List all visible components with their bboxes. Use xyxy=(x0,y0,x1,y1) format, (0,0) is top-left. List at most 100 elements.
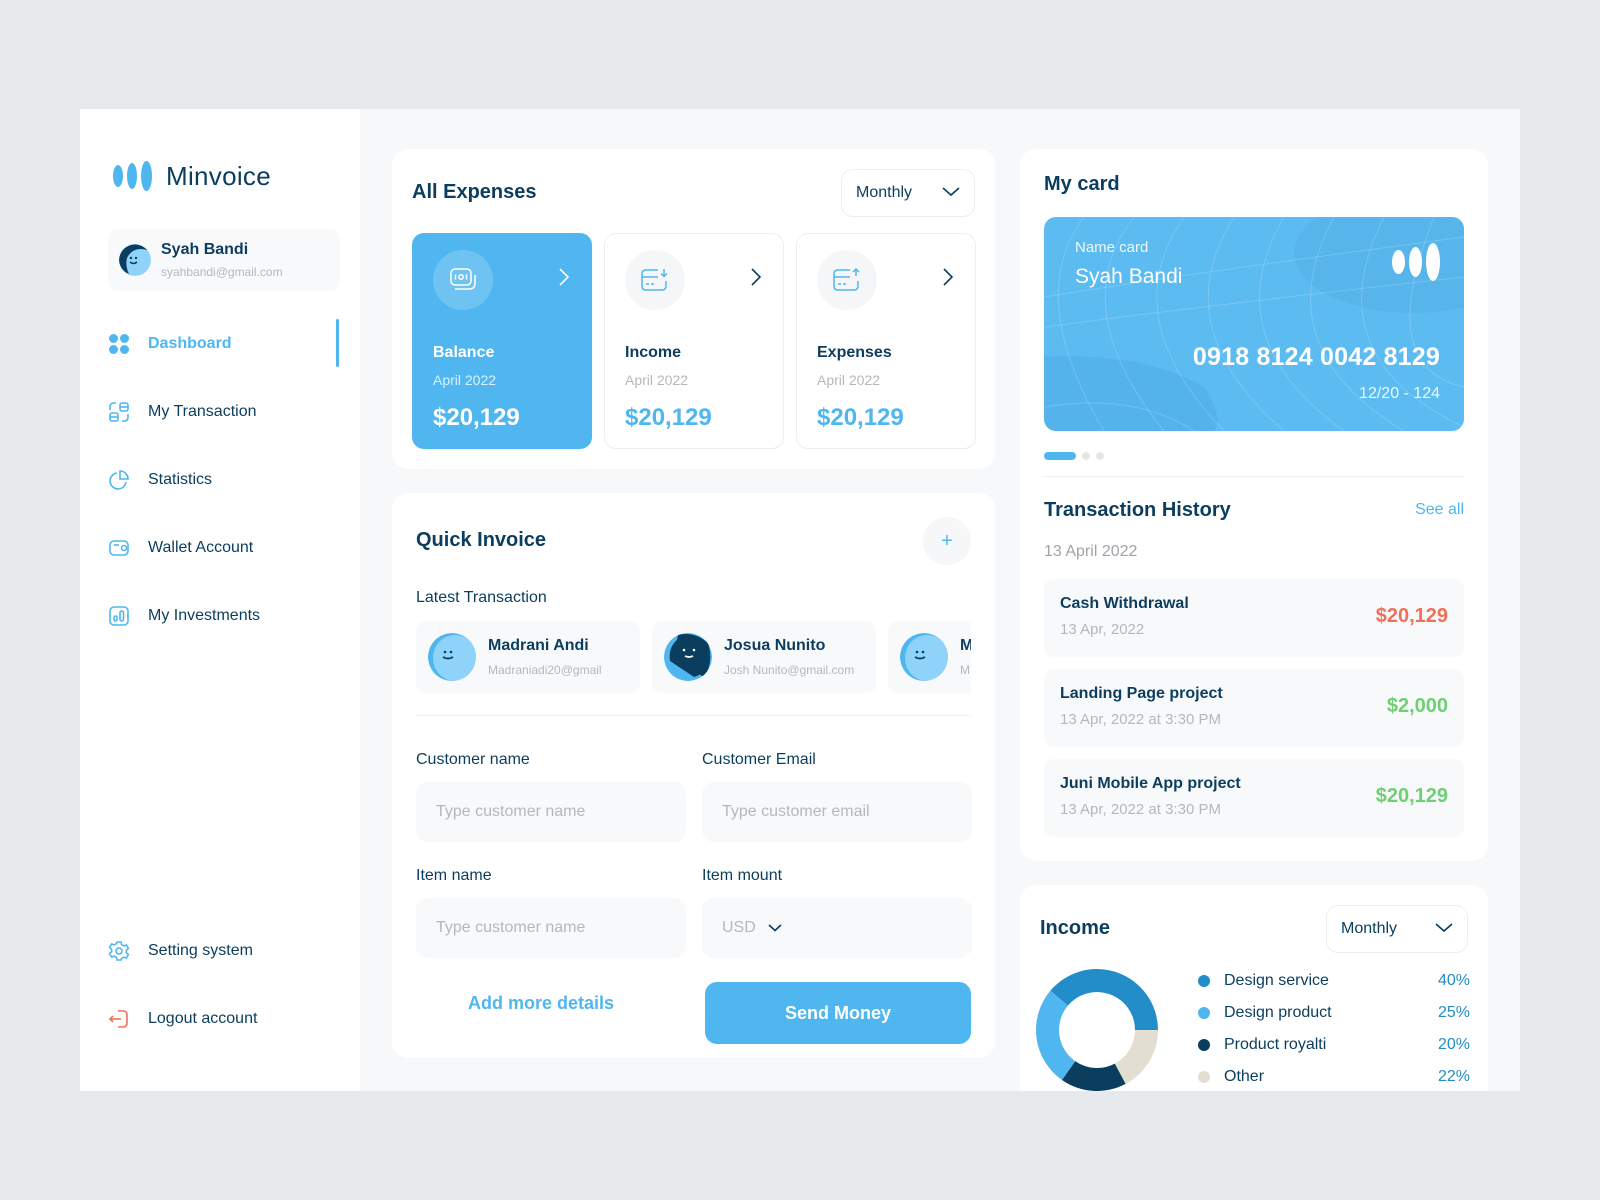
app-name: Minvoice xyxy=(166,161,271,191)
stat-value: $20,129 xyxy=(625,404,712,431)
stat-label: Income xyxy=(625,344,682,361)
see-all-link[interactable]: See all xyxy=(1415,501,1464,518)
transaction-row[interactable]: Cash Withdrawal 13 Apr, 2022 $20,129 xyxy=(1044,579,1464,657)
sidebar-item-label: Setting system xyxy=(148,942,253,959)
select-value: Monthly xyxy=(856,184,913,201)
avatar xyxy=(119,244,151,276)
expense-card-icon xyxy=(817,250,877,310)
stat-date: April 2022 xyxy=(625,372,689,388)
money-icon xyxy=(433,250,493,310)
income-panel: Income Monthly Design service xyxy=(1020,885,1488,1091)
sidebar-item-dashboard[interactable]: Dashboard xyxy=(108,329,232,359)
carousel-dot[interactable] xyxy=(1096,452,1104,460)
plus-icon: + xyxy=(941,529,953,552)
gear-icon xyxy=(108,940,130,962)
credit-card[interactable]: Name card Syah Bandi 0918 8124 0042 8129… xyxy=(1044,217,1464,431)
add-more-details-button[interactable]: Add more details xyxy=(468,993,615,1013)
expenses-period-select[interactable]: Monthly xyxy=(841,169,975,217)
chevron-right-icon[interactable] xyxy=(559,268,570,291)
transaction-row[interactable]: Landing Page project 13 Apr, 2022 at 3:3… xyxy=(1044,669,1464,747)
legend-percent: 40% xyxy=(1437,972,1470,989)
chevron-right-icon[interactable] xyxy=(943,268,954,291)
stat-label: Expenses xyxy=(817,344,892,361)
chevron-right-icon[interactable] xyxy=(751,268,762,291)
expenses-card[interactable]: Expenses April 2022 $20,129 xyxy=(796,233,976,449)
contact-card[interactable]: Josua Nunito Josh Nunito@gmail.com xyxy=(652,621,876,693)
send-money-button[interactable]: Send Money xyxy=(705,982,971,1044)
sidebar-item-label: Dashboard xyxy=(148,335,232,352)
legend-percent: 25% xyxy=(1437,1004,1470,1021)
transaction-row[interactable]: Juni Mobile App project 13 Apr, 2022 at … xyxy=(1044,759,1464,837)
sidebar: Minvoice Syah Bandi syahbandi@gmail.com … xyxy=(80,109,360,1091)
transaction-amount: $20,129 xyxy=(1375,785,1448,807)
legend-dot-icon xyxy=(1198,1039,1210,1051)
sidebar-item-setting-system[interactable]: Setting system xyxy=(108,936,253,966)
sidebar-item-statistics[interactable]: Statistics xyxy=(108,465,212,495)
logout-icon xyxy=(108,1008,130,1030)
my-card-panel: My card Name card xyxy=(1020,149,1488,861)
transaction-name: Cash Withdrawal xyxy=(1060,595,1189,612)
active-indicator xyxy=(336,319,339,367)
card-number: 0918 8124 0042 8129 xyxy=(1192,343,1440,371)
contact-email: M xyxy=(960,663,970,677)
legend-percent: 20% xyxy=(1437,1036,1470,1053)
transaction-name: Landing Page project xyxy=(1060,685,1223,702)
chevron-down-icon xyxy=(942,184,960,202)
item-name-input[interactable] xyxy=(416,898,686,958)
panel-title: All Expenses xyxy=(412,181,537,203)
user-profile-card[interactable]: Syah Bandi syahbandi@gmail.com xyxy=(108,229,340,291)
app-window: Minvoice Syah Bandi syahbandi@gmail.com … xyxy=(80,109,1520,1091)
transaction-date: 13 Apr, 2022 at 3:30 PM xyxy=(1060,711,1221,728)
sidebar-item-label: My Transaction xyxy=(148,403,257,420)
legend-item: Other 22% xyxy=(1198,1065,1470,1089)
quick-invoice-panel: Quick Invoice + Latest Transaction Madra… xyxy=(392,493,995,1058)
latest-transaction-label: Latest Transaction xyxy=(416,589,547,606)
legend-label: Design product xyxy=(1224,1004,1332,1021)
currency-select[interactable]: USD xyxy=(702,898,972,958)
add-invoice-button[interactable]: + xyxy=(923,517,971,565)
sidebar-item-label: Statistics xyxy=(148,471,213,488)
contact-name: Madrani Andi xyxy=(488,637,589,654)
customer-email-input[interactable] xyxy=(702,782,972,842)
legend-label: Product royalti xyxy=(1224,1036,1327,1053)
contact-card[interactable]: M M xyxy=(888,621,971,693)
chevron-down-icon xyxy=(1435,920,1453,938)
user-email: syahbandi@gmail.com xyxy=(161,265,283,279)
sidebar-item-my-investments[interactable]: My Investments xyxy=(108,601,260,631)
legend-percent: 22% xyxy=(1437,1068,1470,1085)
pie-chart-icon xyxy=(108,469,130,491)
transaction-date: 13 Apr, 2022 at 3:30 PM xyxy=(1060,801,1221,818)
select-value: Monthly xyxy=(1341,920,1398,937)
currency-value: USD xyxy=(722,919,756,936)
carousel-dot[interactable] xyxy=(1082,452,1090,460)
customer-name-input[interactable] xyxy=(416,782,686,842)
card-expiry-cvv: 12/20 - 124 xyxy=(1359,385,1440,402)
income-card-icon xyxy=(625,250,685,310)
panel-title: Income xyxy=(1040,917,1111,939)
item-amount-label: Item mount xyxy=(702,867,783,884)
card-logo-icon xyxy=(1392,243,1440,281)
income-period-select[interactable]: Monthly xyxy=(1326,905,1468,953)
sidebar-item-logout[interactable]: Logout account xyxy=(108,1004,257,1034)
divider xyxy=(1044,476,1464,477)
wallet-icon xyxy=(108,537,130,559)
item-name-label: Item name xyxy=(416,867,492,884)
transaction-amount: $20,129 xyxy=(1375,605,1448,627)
chevron-down-icon xyxy=(768,919,782,937)
contact-name: M xyxy=(960,637,971,654)
investment-chart-icon xyxy=(108,605,130,627)
legend-item: Design product 25% xyxy=(1198,1001,1470,1025)
carousel-dot[interactable] xyxy=(1044,452,1076,460)
contact-card[interactable]: Madrani Andi Madraniadi20@gmail xyxy=(416,621,640,693)
balance-card[interactable]: Balance April 2022 $20,129 xyxy=(412,233,592,449)
income-card[interactable]: Income April 2022 $20,129 xyxy=(604,233,784,449)
sidebar-item-my-transaction[interactable]: My Transaction xyxy=(108,397,256,427)
transaction-history-title: Transaction History xyxy=(1044,499,1231,521)
all-expenses-panel: All Expenses Monthly Balance April 2022 … xyxy=(392,149,995,469)
sidebar-item-label: My Investments xyxy=(148,607,261,624)
legend-label: Design service xyxy=(1224,972,1329,989)
sidebar-item-wallet-account[interactable]: Wallet Account xyxy=(108,533,253,563)
legend-item: Design service 40% xyxy=(1198,969,1470,993)
stat-date: April 2022 xyxy=(817,372,881,388)
transaction-date: 13 Apr, 2022 xyxy=(1060,621,1145,638)
